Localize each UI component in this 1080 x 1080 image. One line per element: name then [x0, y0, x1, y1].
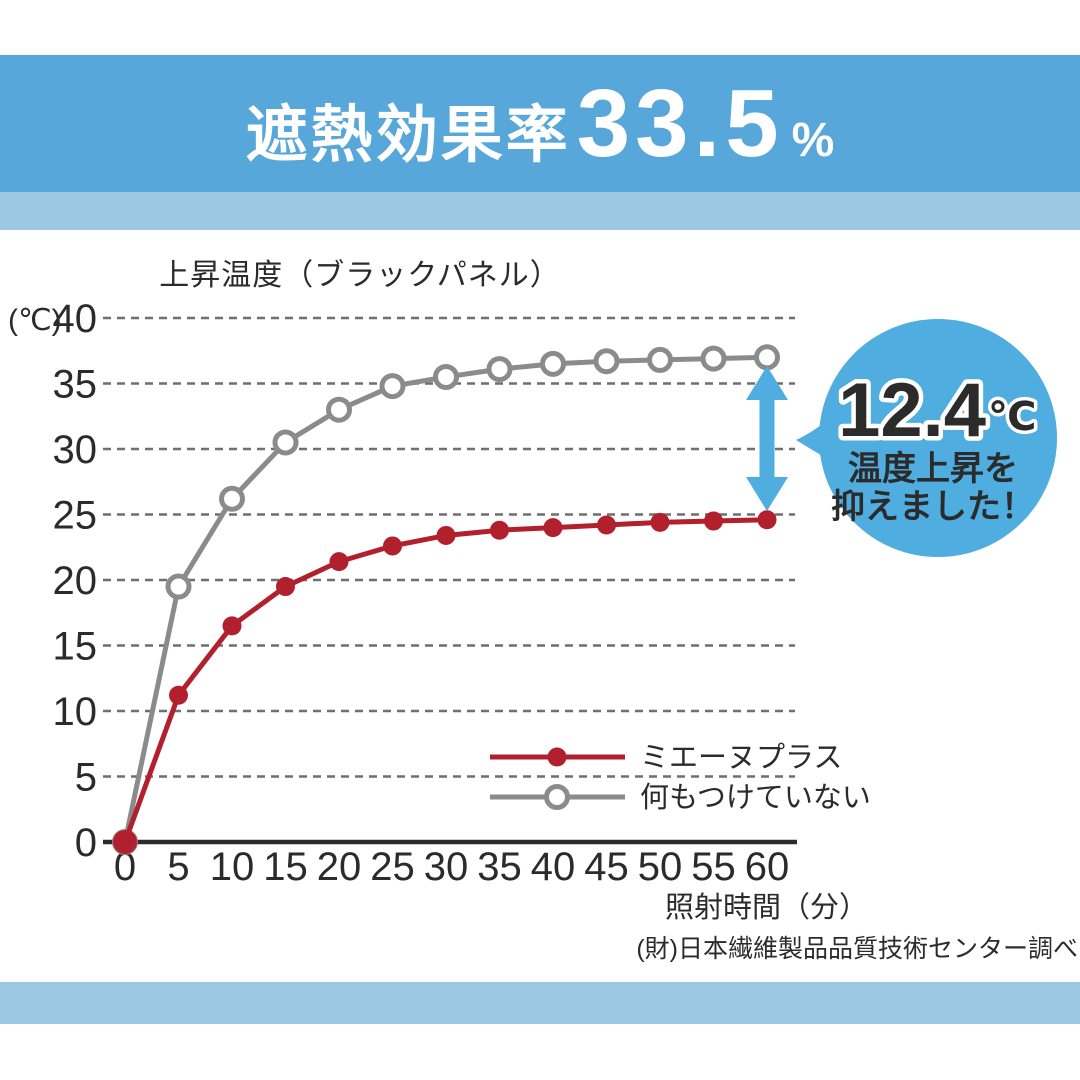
x-tick-label: 35	[477, 845, 522, 889]
x-tick-label: 25	[370, 845, 415, 889]
x-tick-label: 60	[745, 845, 790, 889]
chart-title: 上昇温度（ブラックパネル）	[159, 259, 561, 292]
data-point-open	[272, 429, 299, 456]
data-point-filled	[490, 520, 509, 540]
legend-label-mienu-plus: ミエーヌプラス	[640, 742, 842, 774]
header-unit: %	[791, 114, 835, 167]
header-band: 遮熱効果率33.5%	[0, 55, 1080, 192]
callout-bubble: 12.4 ℃ 温度上昇を 抑えました！	[796, 319, 1057, 557]
x-tick-label: 55	[691, 845, 736, 889]
data-point-open	[165, 573, 192, 600]
bubble-unit: ℃	[988, 395, 1036, 439]
data-point-open	[593, 348, 620, 375]
sub-header-band	[0, 192, 1080, 230]
legend: ミエーヌプラス 何もつけていない	[490, 742, 871, 814]
data-point-filled	[650, 512, 670, 532]
data-point-open	[486, 356, 513, 383]
data-point-filled	[169, 685, 188, 705]
bubble-value: 12.4	[838, 368, 986, 453]
header-value: 33.5	[576, 70, 784, 177]
data-point-open	[433, 363, 459, 390]
x-tick-label: 10	[210, 845, 255, 889]
data-point-filled	[757, 510, 777, 530]
legend-marker-red	[547, 747, 567, 767]
x-axis-title: 照射時間（分）	[665, 891, 868, 924]
x-tick-label: 5	[167, 845, 189, 889]
data-point-open	[647, 346, 673, 373]
temperature-gap-arrow-icon	[746, 366, 788, 511]
y-axis-tick-labels: 0 5 10 15 20 25 30 35 40	[53, 297, 98, 865]
source-note: (財)日本繊維製品品質技術センター調べ	[636, 935, 1078, 963]
y-tick-label: 20	[53, 559, 98, 603]
data-series	[112, 344, 780, 855]
y-tick-label: 0	[75, 821, 97, 865]
x-tick-label: 45	[584, 845, 629, 889]
legend-label-nothing: 何もつけていない	[640, 781, 871, 814]
y-tick-label: 40	[53, 297, 98, 341]
y-tick-label: 25	[53, 494, 98, 538]
x-tick-label: 40	[531, 845, 576, 889]
bubble-text-line2: 抑えました！	[831, 488, 1035, 526]
x-axis-tick-labels: 0 5 10 15 20 25 30 35 40 45 50 55 60	[114, 845, 789, 889]
data-point-filled	[113, 830, 137, 854]
data-point-open	[540, 350, 566, 377]
data-point-open	[379, 373, 406, 400]
data-point-open	[700, 345, 727, 372]
data-point-filled	[383, 536, 402, 556]
data-point-open	[326, 396, 352, 423]
x-tick-label: 15	[263, 845, 308, 889]
data-point-filled	[704, 511, 723, 531]
legend-marker-gray	[544, 784, 570, 810]
footer-band	[0, 982, 1080, 1024]
x-tick-label: 30	[424, 845, 469, 889]
y-tick-label: 5	[75, 756, 97, 800]
data-point-open	[754, 344, 780, 371]
data-point-open	[219, 485, 245, 512]
y-tick-label: 30	[53, 428, 98, 472]
y-tick-label: 35	[53, 363, 98, 407]
x-tick-label: 20	[317, 845, 362, 889]
x-tick-label: 0	[114, 845, 136, 889]
y-tick-label: 10	[53, 690, 98, 734]
bubble-circle	[819, 319, 1057, 557]
data-point-filled	[597, 515, 616, 535]
y-axis-unit: (℃)	[8, 304, 62, 337]
y-tick-label: 15	[53, 625, 98, 669]
header-title: 遮熱効果率	[245, 101, 571, 170]
data-point-filled	[543, 518, 563, 538]
bubble-text-line1: 温度上昇を	[848, 450, 1018, 488]
x-tick-label: 50	[638, 845, 683, 889]
data-point-filled	[222, 616, 242, 636]
data-point-filled	[436, 525, 456, 545]
data-point-filled	[276, 577, 295, 597]
data-point-filled	[329, 552, 349, 572]
